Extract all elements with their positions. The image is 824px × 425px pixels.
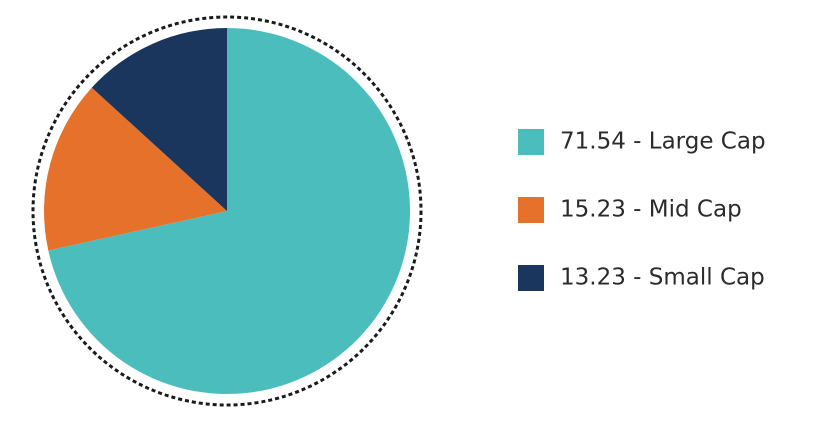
- pie-slice: [91, 27, 227, 211]
- legend-label: 13.23 - Small Cap: [560, 265, 765, 291]
- pie: [44, 27, 410, 394]
- pie-slice: [44, 87, 227, 251]
- legend-label: 71.54 - Large Cap: [560, 129, 766, 155]
- legend-swatch: [518, 197, 544, 223]
- legend-swatch: [518, 265, 544, 291]
- pie-slice: [48, 28, 410, 394]
- dashed-ring: [31, 15, 423, 407]
- legend-label: 15.23 - Mid Cap: [560, 197, 742, 223]
- legend: 71.54 - Large Cap 15.23 - Mid Cap 13.23 - …: [518, 129, 766, 291]
- legend-swatch: [518, 129, 544, 155]
